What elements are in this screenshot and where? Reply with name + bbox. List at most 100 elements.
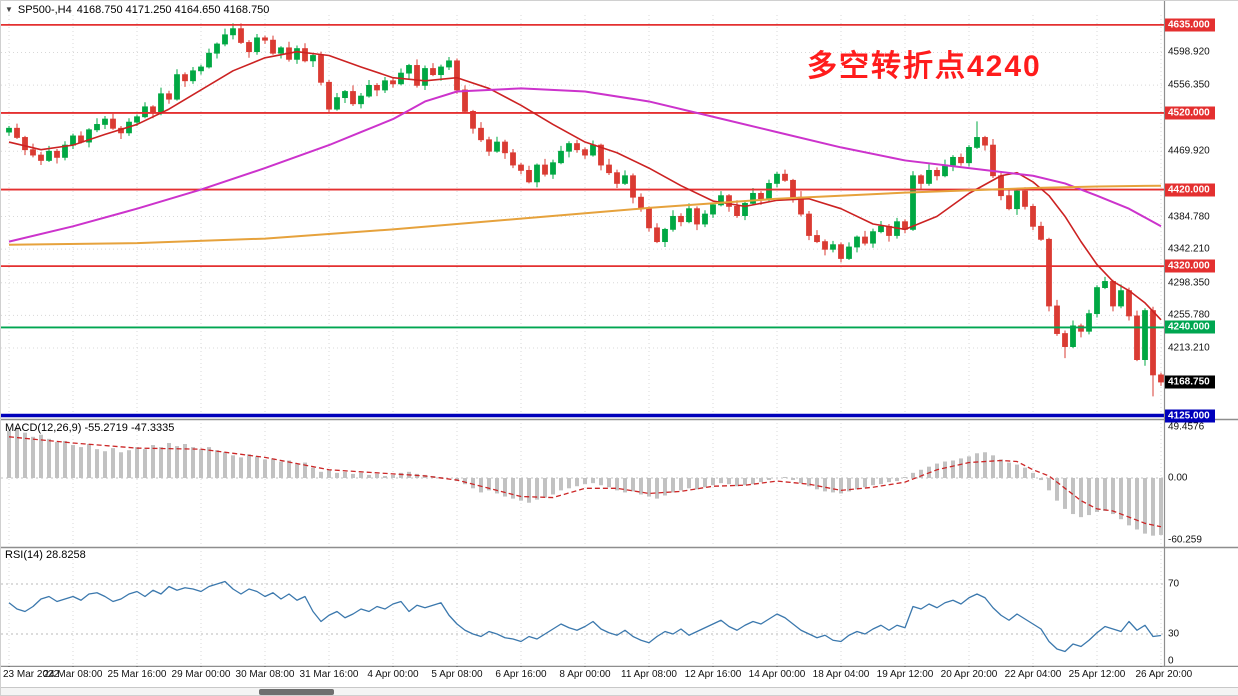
time-axis-label: 20 Apr 20:00 (940, 669, 998, 680)
candle-body (510, 152, 516, 166)
candle-body (134, 116, 140, 123)
time-axis-label: 18 Apr 04:00 (812, 669, 870, 680)
candle-body (774, 173, 780, 184)
price-scale-label: 4469.920 (1168, 145, 1210, 157)
candle-body (998, 175, 1004, 197)
level-price-badge: 4125.000 (1165, 409, 1215, 422)
time-axis-label: 25 Mar 16:00 (107, 669, 167, 680)
macd-scale-label: 0.00 (1168, 472, 1188, 484)
candle-body (478, 127, 484, 141)
candle-body (766, 183, 772, 200)
ma-line-fast-red (8, 50, 1162, 321)
candle-body (142, 106, 148, 118)
candle-body (382, 80, 388, 91)
time-axis-label: 8 Apr 00:00 (559, 669, 611, 680)
candle-body (750, 192, 756, 204)
candle-body (46, 150, 52, 161)
candle-body (966, 147, 972, 164)
candle-body (326, 81, 332, 110)
candle-body (350, 91, 356, 105)
price-scale-label: 4255.780 (1168, 309, 1210, 321)
candle-body (614, 172, 620, 184)
time-axis-label: 30 Mar 08:00 (235, 669, 295, 680)
candle-body (518, 164, 524, 171)
candle-body (1102, 281, 1108, 288)
candle-body (310, 55, 316, 62)
candle-body (742, 202, 748, 216)
current-price-badge: 4168.750 (1165, 375, 1215, 389)
candle-body (870, 231, 876, 244)
rsi-line (8, 580, 1162, 653)
candle-body (294, 48, 300, 60)
candle-body (14, 127, 20, 138)
scrollbar-thumb[interactable] (259, 689, 334, 695)
candle-body (1054, 305, 1060, 334)
candle-body (718, 195, 724, 206)
candle-body (198, 66, 204, 72)
candle-body (590, 144, 596, 156)
candle-body (454, 60, 460, 91)
time-axis-label: 11 Apr 08:00 (621, 669, 677, 680)
candle-body (1046, 238, 1052, 307)
rsi-scale-label: 30 (1168, 628, 1180, 640)
chevron-down-icon[interactable]: ▼ (5, 5, 13, 14)
candle-body (838, 244, 844, 259)
chart-symbol-info: ▼ SP500-,H4 4168.750 4171.250 4164.650 4… (5, 4, 269, 16)
candle-body (1038, 225, 1044, 240)
candle-body (974, 137, 980, 148)
ma-line-medium-magenta (8, 87, 1162, 243)
price-scale-label: 4384.780 (1168, 211, 1210, 223)
candle-body (182, 74, 188, 82)
candle-body (302, 48, 308, 62)
candle-body (782, 173, 788, 181)
candle-body (374, 84, 380, 91)
level-price-badge: 4240.000 (1165, 320, 1215, 334)
candle-body (422, 68, 428, 86)
candle-body (6, 127, 12, 133)
candle-body (878, 225, 884, 233)
rsi-scale-label: 70 (1168, 578, 1180, 590)
candle-body (958, 156, 964, 164)
candle-body (1014, 190, 1020, 210)
candle-body (846, 246, 852, 259)
candle-body (158, 93, 164, 114)
price-scale-label: 4298.350 (1168, 277, 1210, 289)
candle-body (38, 154, 44, 161)
candle-body (638, 196, 644, 210)
candle-body (990, 144, 996, 177)
candle-body (1030, 205, 1036, 227)
candle-body (670, 215, 676, 230)
candle-body (334, 97, 340, 110)
price-scale-label: 4598.920 (1168, 46, 1210, 58)
candle-body (758, 192, 764, 200)
candle-body (1078, 325, 1084, 332)
candle-body (390, 80, 396, 85)
candle-body (926, 169, 932, 184)
candle-body (62, 144, 68, 158)
candle-body (494, 141, 500, 152)
chart-canvas[interactable] (1, 1, 1238, 667)
time-axis-label: 4 Apr 00:00 (367, 669, 419, 680)
candle-body (190, 70, 196, 82)
horizontal-scrollbar[interactable] (1, 687, 1238, 695)
level-price-badge: 4420.000 (1165, 183, 1215, 197)
candle-body (550, 162, 556, 175)
macd-scale-label: -60.259 (1168, 534, 1202, 546)
candle-body (94, 124, 100, 131)
candle-body (694, 208, 700, 225)
candle-body (270, 39, 276, 54)
time-axis-label: 24 Mar 08:00 (43, 669, 103, 680)
candle-body (470, 111, 476, 129)
time-axis-label: 31 Mar 16:00 (299, 669, 359, 680)
candle-body (1070, 325, 1076, 347)
candle-body (54, 150, 60, 158)
candle-body (702, 213, 708, 225)
candle-body (366, 84, 372, 97)
ohlc-values: 4168.750 4171.250 4164.650 4168.750 (76, 4, 270, 16)
candle-body (862, 236, 868, 244)
price-scale[interactable]: 4598.920 4556.350 4469.920 4384.780 4342.210… (1165, 1, 1238, 667)
time-axis-label: 25 Apr 12:00 (1068, 669, 1126, 680)
time-axis[interactable]: 23 Mar 2022 24 Mar 08:00 25 Mar 16:00 29 Ma… (1, 669, 1238, 684)
candle-body (166, 93, 172, 100)
level-price-badge: 4320.000 (1165, 259, 1215, 273)
